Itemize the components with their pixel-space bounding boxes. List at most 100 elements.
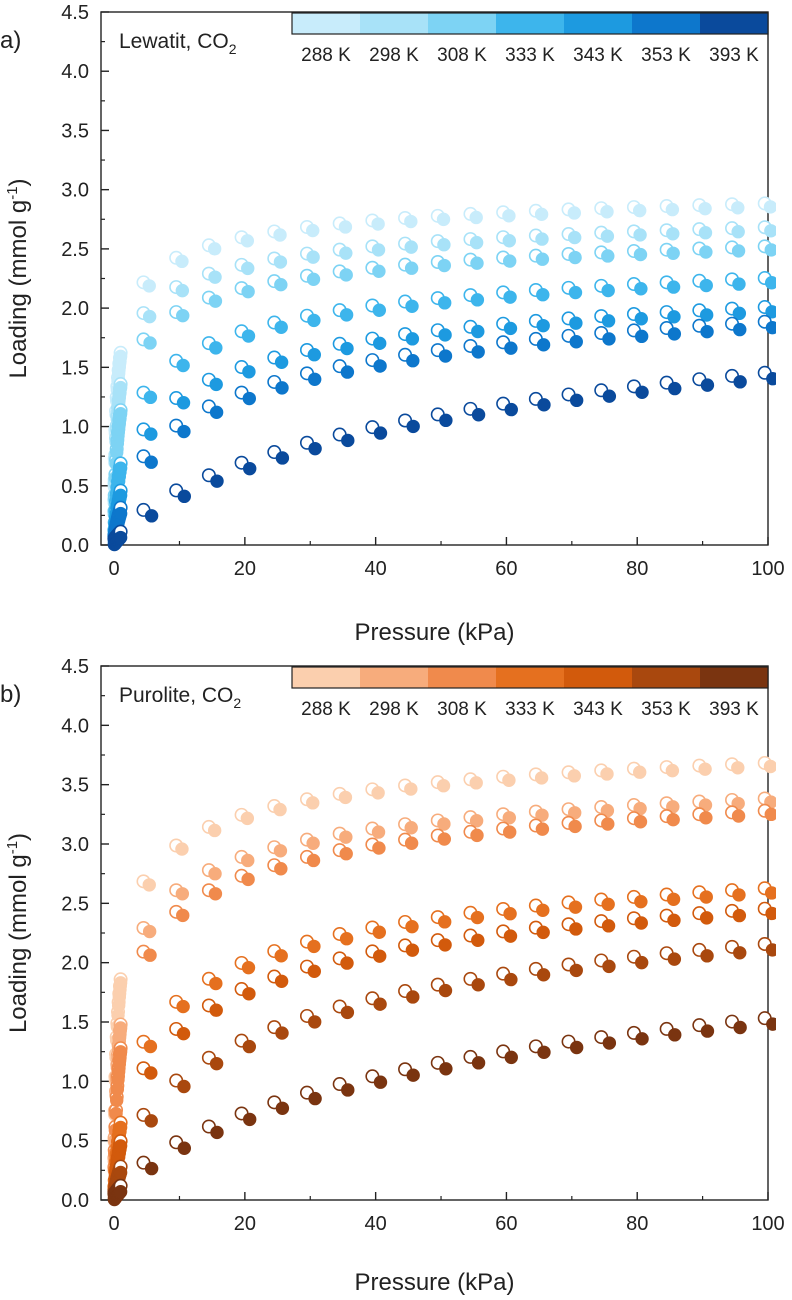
filled-marker xyxy=(537,398,551,412)
filled-marker xyxy=(210,474,224,488)
filled-marker xyxy=(273,802,287,817)
x-tick-label: 60 xyxy=(495,558,517,580)
filled-marker xyxy=(438,983,453,998)
filled-marker xyxy=(242,391,257,406)
filled-marker xyxy=(406,1068,420,1082)
filled-marker xyxy=(698,226,713,240)
y-tick-label: 3.0 xyxy=(61,180,89,202)
y-tick-label: 4.0 xyxy=(61,61,89,83)
filled-marker xyxy=(113,407,128,421)
filled-marker xyxy=(339,847,353,861)
filled-marker xyxy=(568,819,582,834)
filled-marker xyxy=(731,225,745,239)
filled-marker xyxy=(208,867,222,881)
filled-marker xyxy=(175,842,189,856)
filled-marker xyxy=(340,365,355,379)
filled-marker xyxy=(600,229,615,243)
filled-marker xyxy=(601,897,615,912)
filled-marker xyxy=(535,808,549,822)
filled-marker xyxy=(764,243,776,257)
filled-marker xyxy=(143,948,157,962)
filled-marker xyxy=(209,976,223,991)
filled-marker xyxy=(698,762,712,776)
y-tick-label: 4.5 xyxy=(61,656,89,678)
y-tick-label: 0.0 xyxy=(61,1190,89,1212)
filled-marker xyxy=(275,1101,290,1115)
filled-marker xyxy=(633,203,647,218)
filled-marker xyxy=(732,277,746,291)
filled-marker xyxy=(763,200,776,214)
filled-marker xyxy=(567,769,582,783)
filled-marker xyxy=(242,365,256,379)
filled-marker xyxy=(471,933,485,947)
filled-marker xyxy=(339,308,354,322)
y-tick-label: 3.5 xyxy=(61,775,89,797)
y-tick-label: 4.5 xyxy=(61,2,89,24)
filled-marker xyxy=(437,238,451,252)
legend-label: 393 K xyxy=(709,699,759,720)
filled-marker xyxy=(176,1026,191,1041)
filled-marker xyxy=(176,358,190,373)
filled-marker xyxy=(699,811,713,825)
filled-marker xyxy=(503,254,517,268)
filled-marker xyxy=(306,223,320,238)
filled-marker xyxy=(731,244,746,258)
filled-marker xyxy=(113,1021,128,1035)
filled-marker xyxy=(502,773,516,787)
filled-marker xyxy=(698,201,712,216)
filled-marker xyxy=(536,925,550,940)
filled-marker xyxy=(602,959,616,974)
filled-marker xyxy=(113,1139,128,1153)
filled-marker xyxy=(341,1083,355,1097)
filled-marker xyxy=(404,214,418,229)
filled-marker xyxy=(536,318,550,333)
filled-marker xyxy=(764,276,776,290)
filled-marker xyxy=(765,305,776,319)
filled-marker xyxy=(308,372,322,386)
filled-marker xyxy=(209,1056,224,1071)
filled-marker xyxy=(765,943,776,957)
filled-marker xyxy=(306,796,320,810)
filled-marker xyxy=(438,938,452,952)
filled-marker xyxy=(731,201,745,215)
filled-marker xyxy=(471,345,485,359)
filled-marker xyxy=(240,811,255,826)
filled-marker xyxy=(700,324,714,339)
filled-marker xyxy=(634,894,648,909)
legend-swatch xyxy=(360,13,428,34)
filled-marker xyxy=(536,903,550,917)
filled-marker xyxy=(731,809,746,823)
filled-marker xyxy=(438,296,452,310)
filled-marker xyxy=(503,825,517,839)
filled-marker xyxy=(602,389,617,403)
legend-swatch xyxy=(700,667,768,688)
filled-marker xyxy=(113,461,128,475)
filled-marker xyxy=(274,862,288,876)
filled-marker xyxy=(113,488,128,503)
filled-marker xyxy=(438,915,452,929)
filled-marker xyxy=(143,1039,158,1054)
filled-marker xyxy=(208,294,223,308)
filled-marker xyxy=(371,243,386,257)
legend-label: 333 K xyxy=(505,45,555,66)
filled-marker xyxy=(700,1024,715,1038)
filled-marker xyxy=(241,261,255,276)
filled-marker xyxy=(471,1056,486,1070)
filled-marker xyxy=(470,293,485,307)
y-tick-label: 0.5 xyxy=(61,476,89,498)
filled-marker xyxy=(536,288,550,302)
filled-marker xyxy=(113,380,128,395)
panel-label: a) xyxy=(0,27,21,54)
filled-marker xyxy=(733,1020,747,1035)
filled-marker xyxy=(536,338,551,352)
filled-marker xyxy=(274,949,288,963)
filled-marker xyxy=(502,811,517,825)
filled-marker xyxy=(341,433,355,448)
y-tick-label: 1.5 xyxy=(61,1012,89,1034)
legend-swatch xyxy=(292,13,360,34)
chart-title: Lewatit, CO2 xyxy=(119,30,237,57)
filled-marker xyxy=(469,210,483,225)
filled-marker xyxy=(569,335,583,349)
filled-marker xyxy=(633,247,648,262)
